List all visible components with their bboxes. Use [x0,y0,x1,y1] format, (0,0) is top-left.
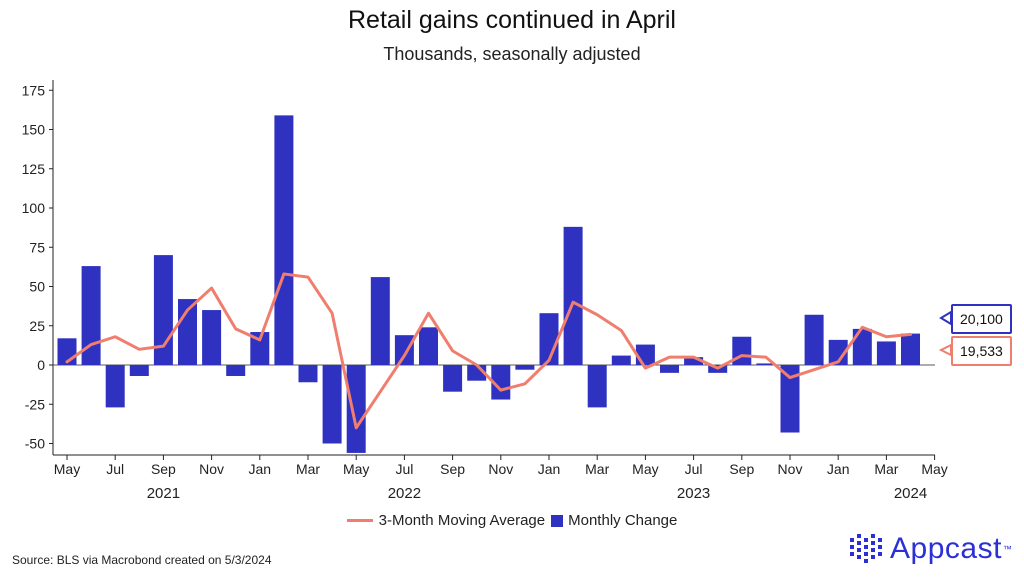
bar-monthly-change [370,277,390,365]
x-tick-label: May [632,461,658,477]
bar-monthly-change [828,339,848,365]
callout-pointer-blue [939,310,952,326]
chart-title: Retail gains continued in April [348,6,676,34]
monthly-change-callout: 20,100 [951,304,1012,334]
bar-monthly-change [81,266,101,365]
y-tick-label: 25 [29,318,45,334]
bar-monthly-change [129,365,149,376]
x-tick-label: Jul [685,461,703,477]
bar-monthly-change [443,365,463,392]
x-tick-label: Jul [106,461,124,477]
bar-monthly-change [419,327,438,365]
legend-item-monthly-change: Monthly Change [551,512,677,529]
bar-monthly-change [780,365,800,433]
bar-monthly-change [684,357,704,365]
year-label: 2023 [677,485,710,502]
bar-monthly-change [563,226,583,365]
line-moving-average [65,272,912,430]
x-tick-label: Sep [729,461,754,477]
x-tick-label: Nov [199,461,224,477]
y-tick-label: 75 [29,239,45,255]
bar-monthly-change [852,328,872,365]
x-tick-label: Mar [874,461,898,477]
legend-item-moving-average: 3-Month Moving Average [346,512,546,529]
chart-subtitle: Thousands, seasonally adjusted [383,44,641,64]
y-tick-label: 100 [22,200,46,216]
bar-monthly-change [756,363,776,365]
x-tick-label: May [921,461,947,477]
bar-monthly-change [635,344,655,365]
y-tick-label: -50 [25,436,45,452]
appcast-logo-text: Appcast [890,532,1002,565]
x-tick-label: Sep [151,461,176,477]
source-note: Source: BLS via Macrobond created on 5/3… [12,553,272,567]
year-label: 2021 [147,485,180,502]
appcast-logo-icon [850,534,882,563]
chart-area: 175 150 125 100 75 50 25 0 -25 -50 May Jul Sep Nov Jan… [22,80,952,502]
y-tick-label: 175 [22,82,46,98]
appcast-logo: Appcast ™ [850,532,1012,566]
bar-monthly-change [202,310,222,365]
x-tick-label: Jan [538,461,561,477]
x-tick-label: Jan [249,461,272,477]
x-tick-label: Nov [778,461,803,477]
legend-label-monthly-change: Monthly Change [568,512,678,529]
tick-labels: 175 150 125 100 75 50 25 0 -25 -50 May Jul Sep Nov Jan… [22,82,952,502]
bar-monthly-change [226,365,246,376]
y-tick-label: 0 [37,357,45,373]
bar-monthly-change [491,365,511,400]
legend-box-swatch [551,514,564,527]
bar-monthly-change [732,336,752,365]
y-tick-label: 50 [29,279,45,295]
moving-average-line-group [65,272,912,430]
x-tick-label: Jan [827,461,850,477]
x-tick-label: Mar [585,461,609,477]
moving-average-callout: 19,533 [951,336,1012,366]
x-tick-label: May [54,461,80,477]
bar-monthly-change [611,355,631,365]
legend: 3-Month Moving Average Monthly Change [0,512,1024,529]
bar-monthly-change [250,332,270,365]
x-tick-label: Sep [440,461,465,477]
bar-monthly-change [274,115,294,366]
bar-monthly-change [394,335,414,365]
legend-line-swatch [346,519,373,522]
bars-group [57,115,920,453]
year-label: 2024 [894,485,927,502]
axes [49,80,936,460]
appcast-logo-tm: ™ [1002,544,1012,554]
bar-monthly-change [660,365,679,373]
x-tick-label: Mar [296,461,320,477]
y-tick-label: 150 [22,122,46,138]
bar-monthly-change [515,365,535,370]
legend-label-moving-average: 3-Month Moving Average [378,512,546,529]
bar-monthly-change [298,365,318,383]
bar-monthly-change [901,333,920,365]
bar-monthly-change [346,365,366,453]
bar-monthly-change [105,365,125,408]
y-tick-label: -25 [25,396,45,412]
bar-monthly-change [804,314,824,365]
callout-pointer-red [938,343,952,357]
bar-monthly-change [876,341,896,365]
x-tick-label: May [343,461,369,477]
bar-monthly-change [322,365,342,444]
x-tick-label: Jul [395,461,413,477]
year-label: 2022 [388,485,421,502]
y-tick-label: 125 [22,161,46,177]
bar-monthly-change [587,365,607,408]
x-tick-label: Nov [488,461,513,477]
